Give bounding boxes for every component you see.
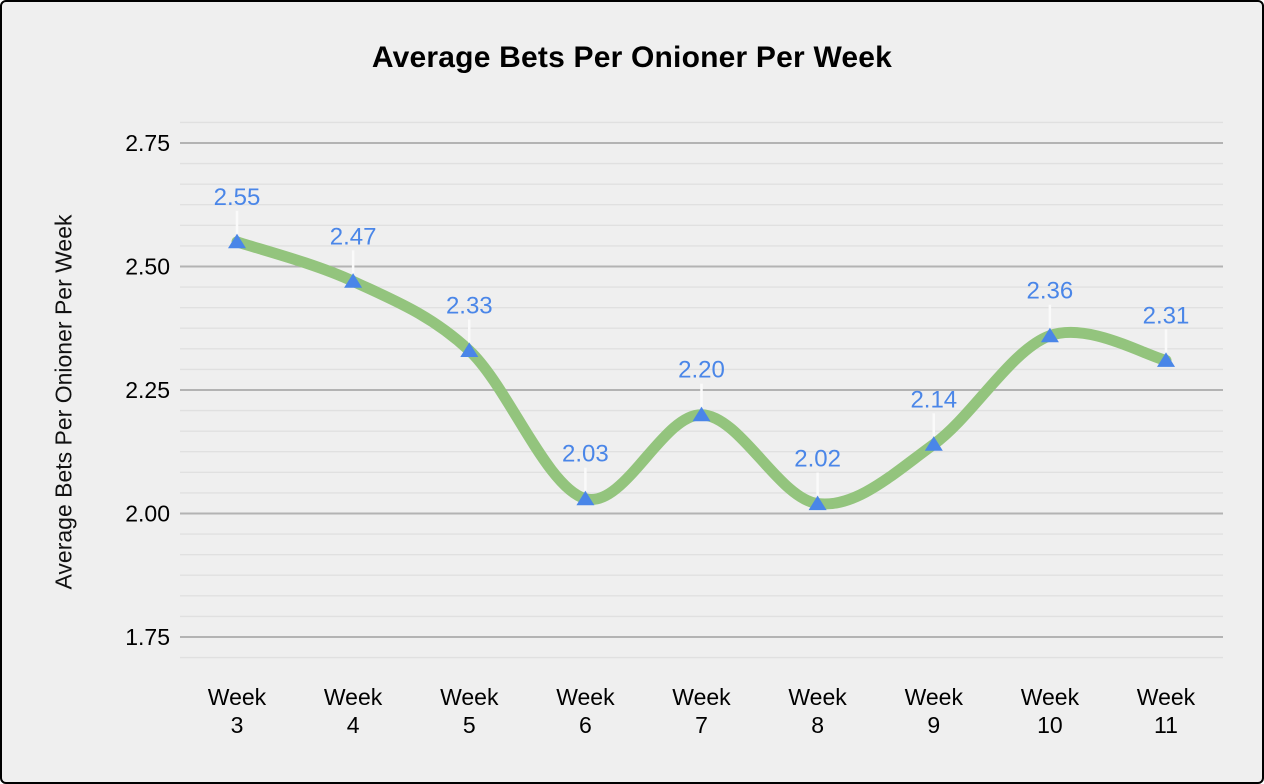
x-tick-label: Week 6 bbox=[556, 684, 615, 738]
data-label: 2.55 bbox=[214, 184, 261, 211]
data-point-marker bbox=[1157, 352, 1175, 367]
x-tick-label: Week 9 bbox=[905, 684, 964, 738]
data-point-marker bbox=[692, 406, 711, 422]
x-tick-label: Week 11 bbox=[1137, 684, 1196, 738]
data-label: 2.02 bbox=[794, 446, 841, 473]
y-tick-label: 2.00 bbox=[125, 501, 170, 527]
data-label: 2.20 bbox=[678, 357, 725, 384]
data-label: 2.14 bbox=[910, 386, 957, 413]
x-tick-label: Week 10 bbox=[1021, 684, 1080, 738]
x-tick-label: Week 5 bbox=[440, 684, 499, 738]
data-label: 2.33 bbox=[446, 293, 493, 320]
x-tick-label: Week 8 bbox=[788, 684, 847, 738]
x-tick-label: Week 4 bbox=[324, 684, 383, 738]
y-tick-label: 2.25 bbox=[125, 377, 170, 403]
data-point-marker bbox=[924, 436, 943, 451]
data-point-marker bbox=[228, 233, 246, 249]
y-tick-label: 1.75 bbox=[125, 624, 170, 650]
data-label: 2.36 bbox=[1027, 278, 1074, 305]
x-tick-label: Week 3 bbox=[208, 684, 267, 738]
data-point-marker bbox=[344, 273, 363, 288]
data-label: 2.03 bbox=[562, 441, 609, 468]
chart-title: Average Bets Per Onioner Per Week bbox=[371, 41, 893, 74]
y-tick-label: 2.75 bbox=[125, 130, 170, 156]
data-point-marker bbox=[1040, 327, 1059, 343]
data-label: 2.31 bbox=[1143, 302, 1190, 329]
data-label: 2.47 bbox=[330, 223, 377, 250]
data-point-marker bbox=[808, 495, 827, 511]
data-point-marker bbox=[460, 342, 479, 357]
data-point-marker bbox=[576, 490, 595, 506]
x-tick-label: Week 7 bbox=[672, 684, 731, 738]
y-tick-label: 2.50 bbox=[125, 254, 170, 280]
